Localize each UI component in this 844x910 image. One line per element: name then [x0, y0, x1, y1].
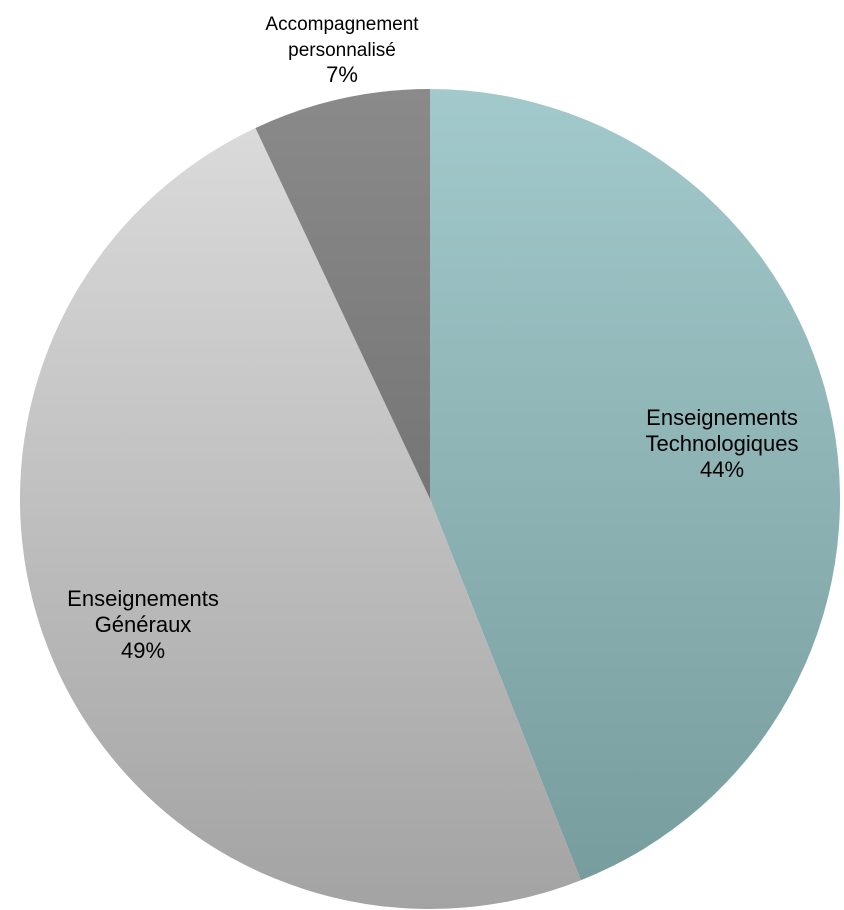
slice-name-line: Enseignements — [646, 405, 798, 430]
slice-percent-label: 7% — [326, 62, 358, 87]
slice-name-line: Accompagnement — [265, 14, 419, 35]
pie-slice-1 — [430, 89, 841, 881]
slice-percent-label: 49% — [121, 638, 165, 663]
slice-name-line: personnalisé — [288, 40, 396, 61]
pie-slice-2 — [19, 128, 581, 910]
slice-name-line: Enseignements — [67, 586, 219, 611]
pie-slice-3 — [255, 89, 430, 499]
slice-name-line: Technologiques — [646, 431, 799, 456]
slices-layer — [19, 89, 841, 910]
slice-percent-label: 44% — [700, 457, 744, 482]
labels-layer: EnseignementsTechnologiques44%Enseigneme… — [67, 14, 798, 663]
slice-name-line: Généraux — [95, 612, 192, 637]
